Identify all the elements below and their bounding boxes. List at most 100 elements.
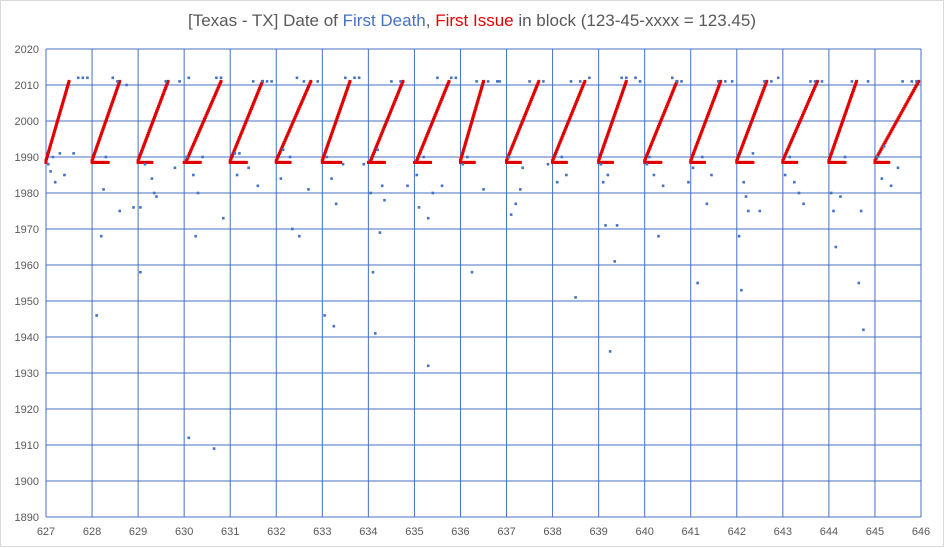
first-issue-point	[643, 159, 647, 163]
first-issue-point	[529, 99, 533, 103]
first-issue-point	[424, 137, 428, 141]
first-death-point	[599, 162, 603, 166]
first-issue-point	[435, 110, 439, 114]
first-issue-point	[468, 160, 472, 164]
first-death-point	[638, 80, 642, 83]
first-issue-point	[137, 157, 141, 161]
first-issue-point	[698, 135, 702, 139]
x-tick-label: 631	[221, 526, 239, 538]
first-issue-point	[416, 155, 420, 159]
first-issue-point	[274, 160, 278, 164]
first-issue-point	[735, 157, 739, 161]
first-issue-point	[665, 103, 669, 107]
first-issue-point	[694, 144, 698, 148]
first-issue-point	[668, 96, 672, 100]
first-issue-point	[531, 94, 535, 98]
first-death-point	[560, 155, 564, 159]
first-issue-point	[207, 106, 211, 110]
first-issue-point	[67, 79, 71, 83]
first-issue-point	[468, 126, 472, 130]
first-issue-point	[443, 90, 447, 94]
first-issue-point	[399, 83, 403, 87]
first-death-point	[371, 270, 375, 274]
first-issue-point	[421, 142, 425, 146]
first-death-point	[219, 76, 223, 80]
first-issue-point	[884, 160, 888, 164]
first-issue-point	[654, 130, 658, 134]
first-issue-point	[784, 151, 788, 155]
first-issue-point	[574, 101, 578, 105]
first-issue-point	[648, 146, 652, 150]
first-issue-point	[145, 135, 149, 139]
first-issue-point	[446, 81, 450, 85]
first-issue-point	[440, 97, 444, 101]
first-death-point	[422, 155, 425, 159]
first-issue-point	[716, 87, 720, 91]
first-death-point	[270, 80, 273, 83]
first-issue-point	[617, 101, 621, 105]
first-issue-point	[340, 101, 344, 105]
first-issue-point	[597, 157, 601, 161]
first-issue-point	[467, 128, 471, 132]
first-issue-point	[247, 112, 251, 116]
first-issue-point	[537, 79, 541, 83]
first-issue-point	[896, 117, 900, 121]
first-issue-point	[581, 83, 585, 87]
first-issue-point	[347, 81, 351, 85]
first-issue-point	[329, 133, 333, 137]
first-death-point	[574, 296, 577, 299]
first-issue-point	[748, 123, 752, 127]
first-issue-point	[603, 141, 607, 145]
first-issue-point	[157, 103, 161, 107]
first-issue-point	[257, 88, 261, 92]
first-issue-point	[233, 148, 237, 152]
first-death-point	[620, 76, 623, 80]
first-issue-point	[761, 88, 765, 92]
first-death-point	[601, 180, 605, 184]
first-issue-point	[428, 126, 432, 130]
first-issue-point	[553, 153, 557, 157]
first-issue-point	[284, 135, 288, 139]
y-tick-label: 2010	[15, 80, 39, 92]
first-issue-point	[788, 142, 792, 146]
first-issue-point	[337, 112, 341, 116]
first-issue-point	[286, 132, 290, 136]
first-issue-point	[517, 160, 521, 164]
first-issue-point	[331, 128, 335, 132]
first-issue-point	[340, 103, 344, 107]
first-death-point	[49, 170, 52, 173]
first-death-point	[302, 80, 306, 83]
first-issue-point	[150, 123, 154, 127]
first-issue-point	[515, 160, 519, 164]
first-death-point	[657, 234, 660, 238]
first-death-point	[730, 80, 734, 83]
first-issue-point	[569, 114, 573, 118]
first-issue-point	[375, 144, 379, 148]
first-issue-point	[323, 160, 327, 164]
first-issue-point	[474, 105, 478, 109]
first-issue-point	[138, 160, 142, 164]
first-issue-point	[322, 160, 326, 164]
first-issue-point	[429, 160, 433, 164]
first-death-point	[53, 180, 57, 184]
first-issue-point	[422, 141, 426, 145]
first-issue-point	[165, 81, 169, 85]
first-death-point	[542, 80, 545, 83]
first-issue-point	[573, 105, 577, 109]
first-issue-point	[554, 151, 558, 155]
first-issue-point	[705, 115, 709, 119]
first-issue-point	[793, 160, 797, 164]
first-death-point	[475, 80, 478, 83]
first-issue-point	[234, 144, 238, 148]
first-issue-point	[458, 159, 462, 163]
first-issue-point	[552, 160, 556, 164]
first-issue-point	[701, 160, 705, 164]
first-issue-point	[881, 160, 885, 164]
first-issue-point	[332, 124, 336, 128]
first-issue-point	[836, 133, 840, 137]
first-issue-point	[837, 130, 841, 134]
first-issue-point	[296, 108, 300, 112]
first-death-point	[498, 80, 501, 83]
first-issue-point	[334, 160, 338, 164]
first-issue-point	[163, 87, 167, 91]
